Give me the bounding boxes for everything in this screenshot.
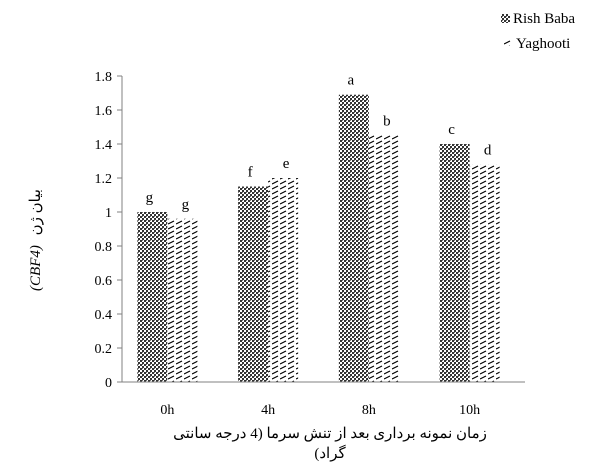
x-tick-label: 8h (362, 403, 376, 418)
x-axis-title-line1: زمان نمونه برداری بعد از تنش سرما (4 درج… (173, 426, 487, 442)
x-tick-label: 0h (160, 403, 174, 418)
legend-label-yaghooti: Yaghooti (516, 36, 570, 52)
y-tick-label: 0 (105, 376, 112, 391)
legend: Rish Baba Yaghooti (501, 11, 575, 52)
y-tick-label: 1.2 (95, 172, 113, 187)
bar-yaghooti-10h (469, 164, 500, 382)
y-tick-label: 1.4 (95, 138, 113, 153)
bar-yaghooti-8h (368, 135, 399, 382)
y-tick-label: 1.8 (95, 70, 113, 85)
x-tick-label: 4h (261, 403, 275, 418)
x-axis-title-line2: گراد) (314, 444, 346, 462)
bar-rish-baba-4h (238, 186, 269, 382)
bar-yaghooti-4h (268, 178, 299, 382)
svg-text:(CBF4) بیان ژن: (CBF4) بیان ژن (28, 189, 44, 291)
x-tick-label: 10h (459, 403, 480, 418)
data-label: g (146, 190, 154, 206)
bar-rish-baba-8h (338, 94, 369, 382)
y-tick-label: 1 (105, 206, 112, 221)
y-axis: 0 0.2 0.4 0.6 0.8 1 1.2 1.4 1.6 1.8 (95, 70, 122, 391)
x-axis: 0h 4h 8h 10h (160, 403, 480, 418)
y-axis-title: (CBF4) بیان ژن (28, 189, 44, 291)
y-axis-title-gene: (CBF4) (28, 245, 44, 291)
legend-label-rish-baba: Rish Baba (513, 11, 575, 27)
data-label: a (348, 73, 355, 89)
data-label: d (484, 142, 492, 158)
y-tick-label: 0.4 (95, 308, 113, 323)
y-axis-title-text: بیان ژن (28, 189, 44, 235)
y-tick-label: 1.6 (95, 104, 113, 119)
bar-yaghooti-0h (167, 218, 198, 382)
y-tick-label: 0.2 (95, 342, 113, 357)
data-label: e (283, 156, 290, 172)
bar-rish-baba-0h (137, 212, 168, 382)
bar-rish-baba-10h (439, 144, 470, 382)
data-label: b (383, 114, 391, 130)
legend-swatch-rish-baba (501, 14, 510, 23)
y-tick-label: 0.6 (95, 274, 113, 289)
bars: g g f e a b c d (137, 73, 500, 382)
y-tick-label: 0.8 (95, 240, 113, 255)
data-label: g (182, 197, 190, 213)
data-label: c (448, 122, 455, 138)
data-label: f (248, 165, 253, 181)
legend-swatch-yaghooti (503, 40, 511, 46)
